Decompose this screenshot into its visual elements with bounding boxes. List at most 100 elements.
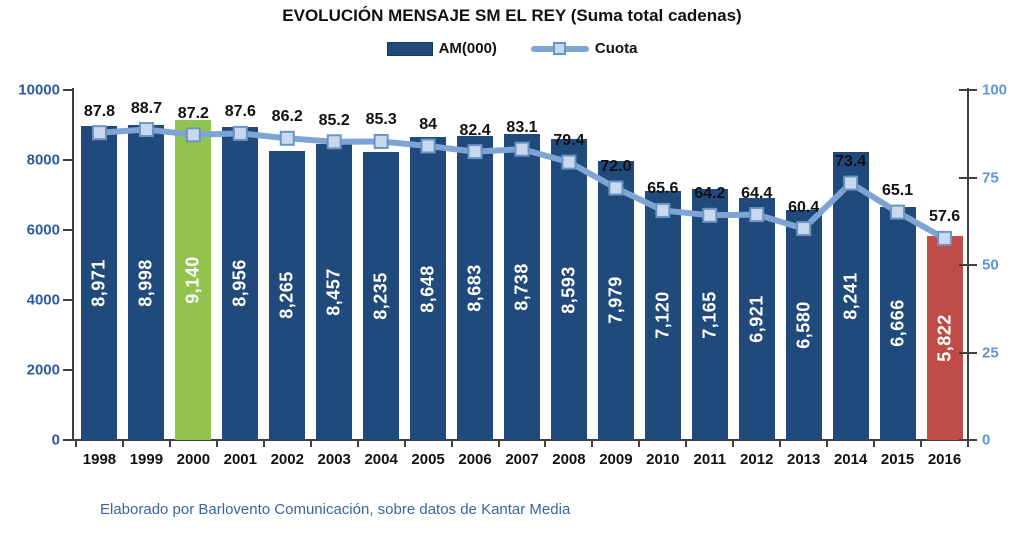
right-axis-tick-label-25: 25 — [982, 344, 999, 361]
cuota-value-2007: 83.1 — [506, 119, 538, 137]
right-axis-tick-100 — [959, 89, 977, 91]
cuota-value-2012: 64.4 — [741, 184, 773, 202]
x-axis-tick-17 — [873, 440, 876, 447]
cuota-value-2006: 82.4 — [459, 121, 491, 139]
bar-value-2003: 8,457 — [323, 268, 344, 316]
x-axis-tick-5 — [309, 440, 312, 447]
year-label-2005: 2005 — [411, 451, 445, 468]
right-axis-tick-label-75: 75 — [982, 169, 999, 186]
right-axis-tick-25 — [959, 351, 977, 354]
cuota-value-2009: 72.0 — [600, 158, 632, 175]
x-axis-tick-7 — [403, 440, 406, 447]
x-axis-tick-1 — [121, 440, 124, 447]
right-axis-tick-75 — [959, 176, 977, 179]
right-axis-tick-label-0: 0 — [982, 431, 991, 449]
bar-2012: 6,921 — [738, 197, 775, 440]
am-series-label: AM(000) — [438, 40, 497, 57]
chart-title: EVOLUCIÓN MENSAJE SM EL REY (Suma total … — [282, 6, 742, 25]
bar-2002: 8,265 — [269, 150, 306, 440]
cuota-marker-glyph — [552, 42, 566, 55]
cuota-value-2001: 87.6 — [224, 103, 256, 121]
bar-value-2001: 8,956 — [229, 259, 250, 308]
legend-item-am: AM(000) — [386, 40, 497, 57]
bar-2001: 8,956 — [222, 126, 259, 440]
year-label-2001: 2001 — [223, 451, 257, 468]
bar-value-2000: 9,140 — [182, 256, 203, 304]
year-label-2011: 2011 — [693, 451, 727, 468]
x-axis-tick-6 — [356, 440, 359, 447]
bar-2013: 6,580 — [785, 209, 822, 440]
bar-value-2006: 8,683 — [464, 264, 485, 312]
left-axis-tick-label-2000: 2000 — [26, 361, 60, 379]
cuota-value-2008: 79.4 — [553, 132, 585, 150]
year-label-2016: 2016 — [927, 451, 962, 468]
am-series-swatch — [386, 41, 433, 56]
bar-value-1999: 8,998 — [135, 258, 156, 307]
x-axis-tick-12 — [638, 440, 641, 447]
x-axis-tick-14 — [732, 440, 735, 447]
bar-1998: 8,971 — [81, 126, 118, 440]
year-label-2006: 2006 — [458, 451, 492, 468]
bar-2014: 8,241 — [832, 151, 869, 440]
bar-2000: 9,140 — [175, 120, 212, 440]
bar-2008: 8,593 — [550, 139, 587, 440]
bar-2015: 6,666 — [879, 206, 916, 440]
left-axis-tick-label-10000: 10000 — [18, 81, 60, 99]
cuota-value-2010: 65.6 — [647, 180, 679, 198]
bar-value-2016: 5,822 — [934, 314, 955, 362]
left-y-axis-line — [72, 88, 74, 441]
bar-value-2012: 6,921 — [746, 295, 767, 343]
cuota-value-2004: 85.3 — [365, 111, 397, 129]
bar-value-2015: 6,666 — [887, 299, 908, 348]
x-axis-tick-9 — [497, 440, 500, 447]
year-label-1998: 1998 — [82, 451, 117, 468]
bar-value-2007: 8,738 — [511, 263, 532, 311]
bar-value-2010: 7,120 — [652, 291, 673, 340]
year-label-1999: 1999 — [129, 451, 164, 468]
left-axis-tick-8000 — [63, 159, 73, 161]
year-label-2008: 2008 — [552, 451, 586, 468]
x-axis-tick-3 — [215, 440, 218, 447]
cuota-series-label: Cuota — [594, 40, 638, 57]
cuota-value-2013: 60.4 — [788, 198, 820, 216]
source-attribution: Elaborado por Barlovento Comunicación, s… — [100, 501, 571, 518]
bar-value-2002: 8,265 — [276, 271, 297, 320]
year-label-2004: 2004 — [364, 451, 398, 468]
x-axis-tick-19 — [967, 440, 969, 447]
cuota-value-2005: 84 — [419, 116, 437, 133]
x-axis-tick-4 — [262, 440, 265, 447]
x-axis-tick-13 — [685, 440, 688, 447]
bar-value-2009: 7,979 — [605, 276, 626, 325]
bar-value-2008: 8,593 — [558, 265, 579, 314]
year-label-2013: 2013 — [786, 451, 821, 468]
bar-2004: 8,235 — [363, 151, 400, 440]
x-axis-tick-8 — [450, 440, 453, 447]
cuota-marker-2004 — [373, 133, 389, 149]
left-axis-tick-label-8000: 8000 — [26, 151, 60, 169]
bar-2016: 5,822 — [926, 236, 963, 440]
bar-value-2014: 8,241 — [840, 271, 861, 320]
cuota-value-1998: 87.8 — [83, 102, 116, 120]
x-axis-tick-10 — [544, 440, 547, 447]
year-label-2009: 2009 — [599, 451, 633, 468]
right-axis-tick-label-50: 50 — [982, 256, 999, 274]
x-axis-tick-0 — [75, 440, 77, 447]
cuota-value-2016: 57.6 — [928, 208, 961, 226]
x-axis-line — [72, 439, 969, 441]
cuota-value-2015: 65.1 — [882, 182, 914, 200]
bar-2006: 8,683 — [457, 136, 494, 440]
left-axis-tick-label-0: 0 — [51, 431, 60, 449]
bar-2010: 7,120 — [644, 190, 681, 440]
left-axis-tick-label-4000: 4000 — [26, 291, 60, 309]
cuota-marker-2002 — [279, 130, 295, 146]
bar-2007: 8,738 — [504, 134, 540, 440]
bar-value-2004: 8,235 — [370, 272, 391, 320]
left-axis-tick-4000 — [63, 299, 73, 301]
left-axis-tick-0 — [63, 439, 73, 441]
cuota-value-2014: 73.4 — [835, 153, 867, 171]
right-axis-tick-50 — [959, 264, 977, 266]
bar-value-2005: 8,648 — [417, 264, 438, 313]
x-axis-tick-2 — [168, 440, 171, 447]
cuota-value-2003: 85.2 — [318, 111, 350, 129]
